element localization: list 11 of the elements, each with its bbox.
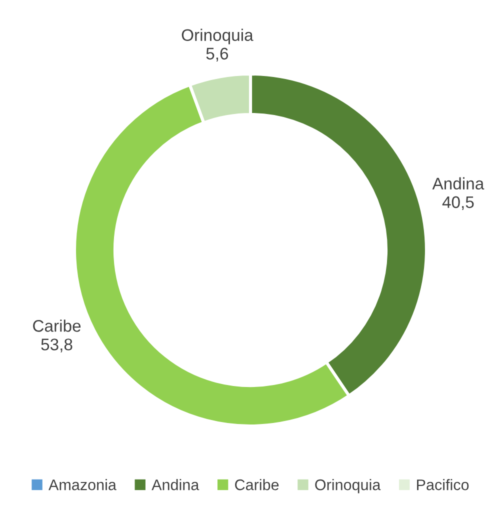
legend-label: Pacifico bbox=[417, 479, 469, 490]
slice-label: Andina bbox=[432, 177, 484, 190]
slice-label: Caribe bbox=[33, 320, 81, 332]
legend-label: Andina bbox=[152, 479, 200, 490]
legend-label: Amazonia bbox=[48, 479, 116, 490]
data-label: 53,8 bbox=[41, 338, 72, 352]
legend-label: Caribe bbox=[235, 479, 279, 490]
data-label: 40,5 bbox=[442, 196, 474, 210]
slice-label: Orinoquia bbox=[182, 28, 254, 44]
legend-label: Orinoquia bbox=[315, 479, 381, 494]
data-label: 5,6 bbox=[206, 48, 228, 62]
